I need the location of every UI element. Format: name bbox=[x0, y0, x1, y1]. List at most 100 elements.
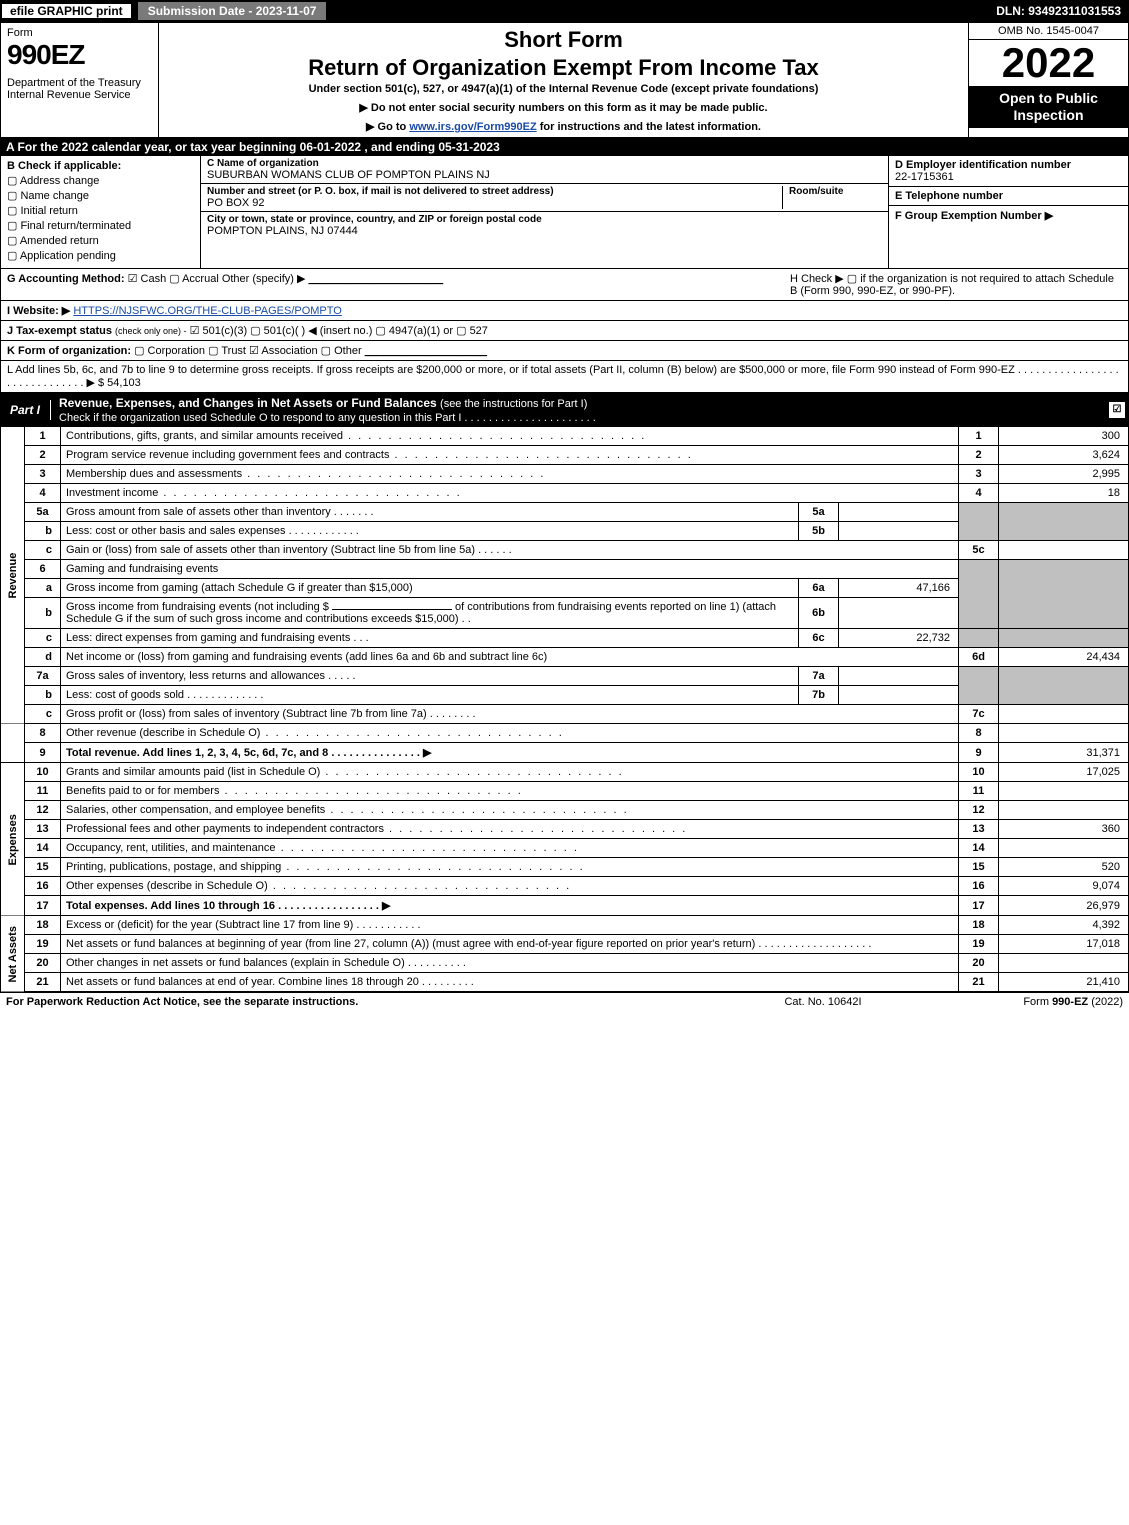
line-7b-num: b bbox=[25, 686, 61, 705]
line-19-desc: Net assets or fund balances at beginning… bbox=[61, 935, 959, 954]
line-16-val: 9,074 bbox=[999, 877, 1129, 896]
line-12-num: 12 bbox=[25, 801, 61, 820]
line-17-desc-text: Total expenses. Add lines 10 through 16 bbox=[66, 900, 275, 912]
line-6d-val: 24,434 bbox=[999, 648, 1129, 667]
line-3-val: 2,995 bbox=[999, 465, 1129, 484]
section-l-text: L Add lines 5b, 6c, and 7b to line 9 to … bbox=[7, 364, 1119, 389]
line-6b-desc: Gross income from fundraising events (no… bbox=[61, 598, 799, 629]
line-8-desc-text: Other revenue (describe in Schedule O) bbox=[66, 727, 260, 739]
line-3-desc: Membership dues and assessments bbox=[61, 465, 959, 484]
header-center: Short Form Return of Organization Exempt… bbox=[159, 23, 968, 137]
line-6a-desc: Gross income from gaming (attach Schedul… bbox=[61, 579, 799, 598]
city-label: City or town, state or province, country… bbox=[207, 214, 542, 225]
footer-row: For Paperwork Reduction Act Notice, see … bbox=[0, 992, 1129, 1011]
section-k-options[interactable]: ▢ Corporation ▢ Trust ☑ Association ▢ Ot… bbox=[134, 345, 362, 357]
section-k-row: K Form of organization: ▢ Corporation ▢ … bbox=[0, 341, 1129, 361]
line-2-val: 3,624 bbox=[999, 446, 1129, 465]
line-21-val: 21,410 bbox=[999, 973, 1129, 992]
city-value: POMPTON PLAINS, NJ 07444 bbox=[207, 225, 358, 237]
line-3-rnum: 3 bbox=[959, 465, 999, 484]
line-6c-mnum: 6c bbox=[799, 629, 839, 648]
line-11-rnum: 11 bbox=[959, 782, 999, 801]
line-6abc-shaded-val bbox=[999, 560, 1129, 629]
part-i-title-text: Revenue, Expenses, and Changes in Net As… bbox=[59, 396, 437, 410]
line-11-desc-text: Benefits paid to or for members bbox=[66, 785, 219, 797]
line-21-rnum: 21 bbox=[959, 973, 999, 992]
line-15-desc: Printing, publications, postage, and shi… bbox=[61, 858, 959, 877]
org-name-value: SUBURBAN WOMANS CLUB OF POMPTON PLAINS N… bbox=[207, 169, 490, 181]
line-8-num: 8 bbox=[25, 724, 61, 743]
street-label: Number and street (or P. O. box, if mail… bbox=[207, 186, 554, 197]
line-2-desc-text: Program service revenue including govern… bbox=[66, 449, 389, 461]
room-label: Room/suite bbox=[789, 186, 843, 197]
line-6-desc: Gaming and fundraising events bbox=[61, 560, 959, 579]
city-row: City or town, state or province, country… bbox=[201, 212, 888, 239]
part-i-checkbox[interactable]: ☑ bbox=[1109, 402, 1125, 418]
subtitle: Under section 501(c), 527, or 4947(a)(1)… bbox=[167, 83, 960, 95]
line-1-desc-text: Contributions, gifts, grants, and simila… bbox=[66, 430, 343, 442]
line-7a-mval bbox=[839, 667, 959, 686]
section-g-options[interactable]: ☑ Cash ▢ Accrual Other (specify) ▶ bbox=[128, 273, 306, 285]
section-a-row: A For the 2022 calendar year, or tax yea… bbox=[0, 138, 1129, 156]
line-6c-shaded-val bbox=[999, 629, 1129, 648]
chk-application-pending[interactable]: Application pending bbox=[7, 249, 194, 262]
line-15-desc-text: Printing, publications, postage, and shi… bbox=[66, 861, 281, 873]
part-i-tag: Part I bbox=[0, 400, 51, 420]
section-d-e-f: D Employer identification number 22-1715… bbox=[888, 156, 1128, 268]
footer-left: For Paperwork Reduction Act Notice, see … bbox=[6, 996, 723, 1008]
org-name-label: C Name of organization bbox=[207, 158, 319, 169]
line-2-num: 2 bbox=[25, 446, 61, 465]
line-9-desc: Total revenue. Add lines 1, 2, 3, 4, 5c,… bbox=[61, 743, 959, 763]
chk-name-change[interactable]: Name change bbox=[7, 189, 194, 202]
section-g-line: ______________________ bbox=[309, 273, 444, 285]
line-5a-desc-text: Gross amount from sale of assets other t… bbox=[66, 506, 331, 518]
line-6a-mnum: 6a bbox=[799, 579, 839, 598]
line-6d-rnum: 6d bbox=[959, 648, 999, 667]
chk-final-return[interactable]: Final return/terminated bbox=[7, 219, 194, 232]
footer-center: Cat. No. 10642I bbox=[723, 996, 923, 1008]
line-1-val: 300 bbox=[999, 427, 1129, 446]
line-7ab-shaded-num bbox=[959, 667, 999, 705]
section-b: B Check if applicable: Address change Na… bbox=[1, 156, 201, 268]
footer-right-bold: 990-EZ bbox=[1052, 996, 1088, 1008]
net-assets-table: Net Assets 18 Excess or (deficit) for th… bbox=[0, 916, 1129, 992]
line-6-num: 6 bbox=[25, 560, 61, 579]
dln-number: DLN: 93492311031553 bbox=[988, 4, 1129, 18]
submission-date: Submission Date - 2023-11-07 bbox=[137, 1, 328, 21]
irs-link[interactable]: www.irs.gov/Form990EZ bbox=[409, 121, 536, 133]
line-5a-mval bbox=[839, 503, 959, 522]
line-13-val: 360 bbox=[999, 820, 1129, 839]
top-bar: efile GRAPHIC print Submission Date - 20… bbox=[0, 0, 1129, 22]
form-header: Form 990EZ Department of the Treasury In… bbox=[0, 22, 1129, 138]
line-5a-desc: Gross amount from sale of assets other t… bbox=[61, 503, 799, 522]
section-h-text: H Check ▶ ▢ if the organization is not r… bbox=[790, 273, 1114, 297]
line-5b-mnum: 5b bbox=[799, 522, 839, 541]
directive-2-pre: ▶ Go to bbox=[366, 121, 409, 133]
line-3-desc-text: Membership dues and assessments bbox=[66, 468, 242, 480]
section-j-row: J Tax-exempt status (check only one) - ☑… bbox=[0, 321, 1129, 341]
line-7c-rnum: 7c bbox=[959, 705, 999, 724]
section-j-label: J Tax-exempt status bbox=[7, 325, 112, 337]
line-4-rnum: 4 bbox=[959, 484, 999, 503]
part-i-title: Revenue, Expenses, and Changes in Net As… bbox=[51, 393, 1109, 427]
line-6b-mnum: 6b bbox=[799, 598, 839, 629]
chk-amended-return[interactable]: Amended return bbox=[7, 234, 194, 247]
line-19-num: 19 bbox=[25, 935, 61, 954]
website-link[interactable]: HTTPS://NJSFWC.ORG/THE-CLUB-PAGES/POMPTO bbox=[73, 305, 342, 317]
line-18-rnum: 18 bbox=[959, 916, 999, 935]
chk-address-change[interactable]: Address change bbox=[7, 174, 194, 187]
line-5a-mnum: 5a bbox=[799, 503, 839, 522]
efile-print-button[interactable]: efile GRAPHIC print bbox=[0, 2, 133, 20]
form-number: 990EZ bbox=[7, 39, 152, 71]
line-21-desc-text: Net assets or fund balances at end of ye… bbox=[66, 976, 419, 988]
line-6c-desc-text: Less: direct expenses from gaming and fu… bbox=[66, 632, 350, 644]
line-5c-desc-text: Gain or (loss) from sale of assets other… bbox=[66, 544, 475, 556]
chk-initial-return[interactable]: Initial return bbox=[7, 204, 194, 217]
directive-1: ▶ Do not enter social security numbers o… bbox=[167, 101, 960, 114]
line-2-desc: Program service revenue including govern… bbox=[61, 446, 959, 465]
section-j-options[interactable]: ☑ 501(c)(3) ▢ 501(c)( ) ◀ (insert no.) ▢… bbox=[190, 325, 488, 337]
part-i-header: Part I Revenue, Expenses, and Changes in… bbox=[0, 393, 1129, 427]
section-k-label: K Form of organization: bbox=[7, 345, 131, 357]
line-7a-desc: Gross sales of inventory, less returns a… bbox=[61, 667, 799, 686]
street-value: PO BOX 92 bbox=[207, 197, 264, 209]
